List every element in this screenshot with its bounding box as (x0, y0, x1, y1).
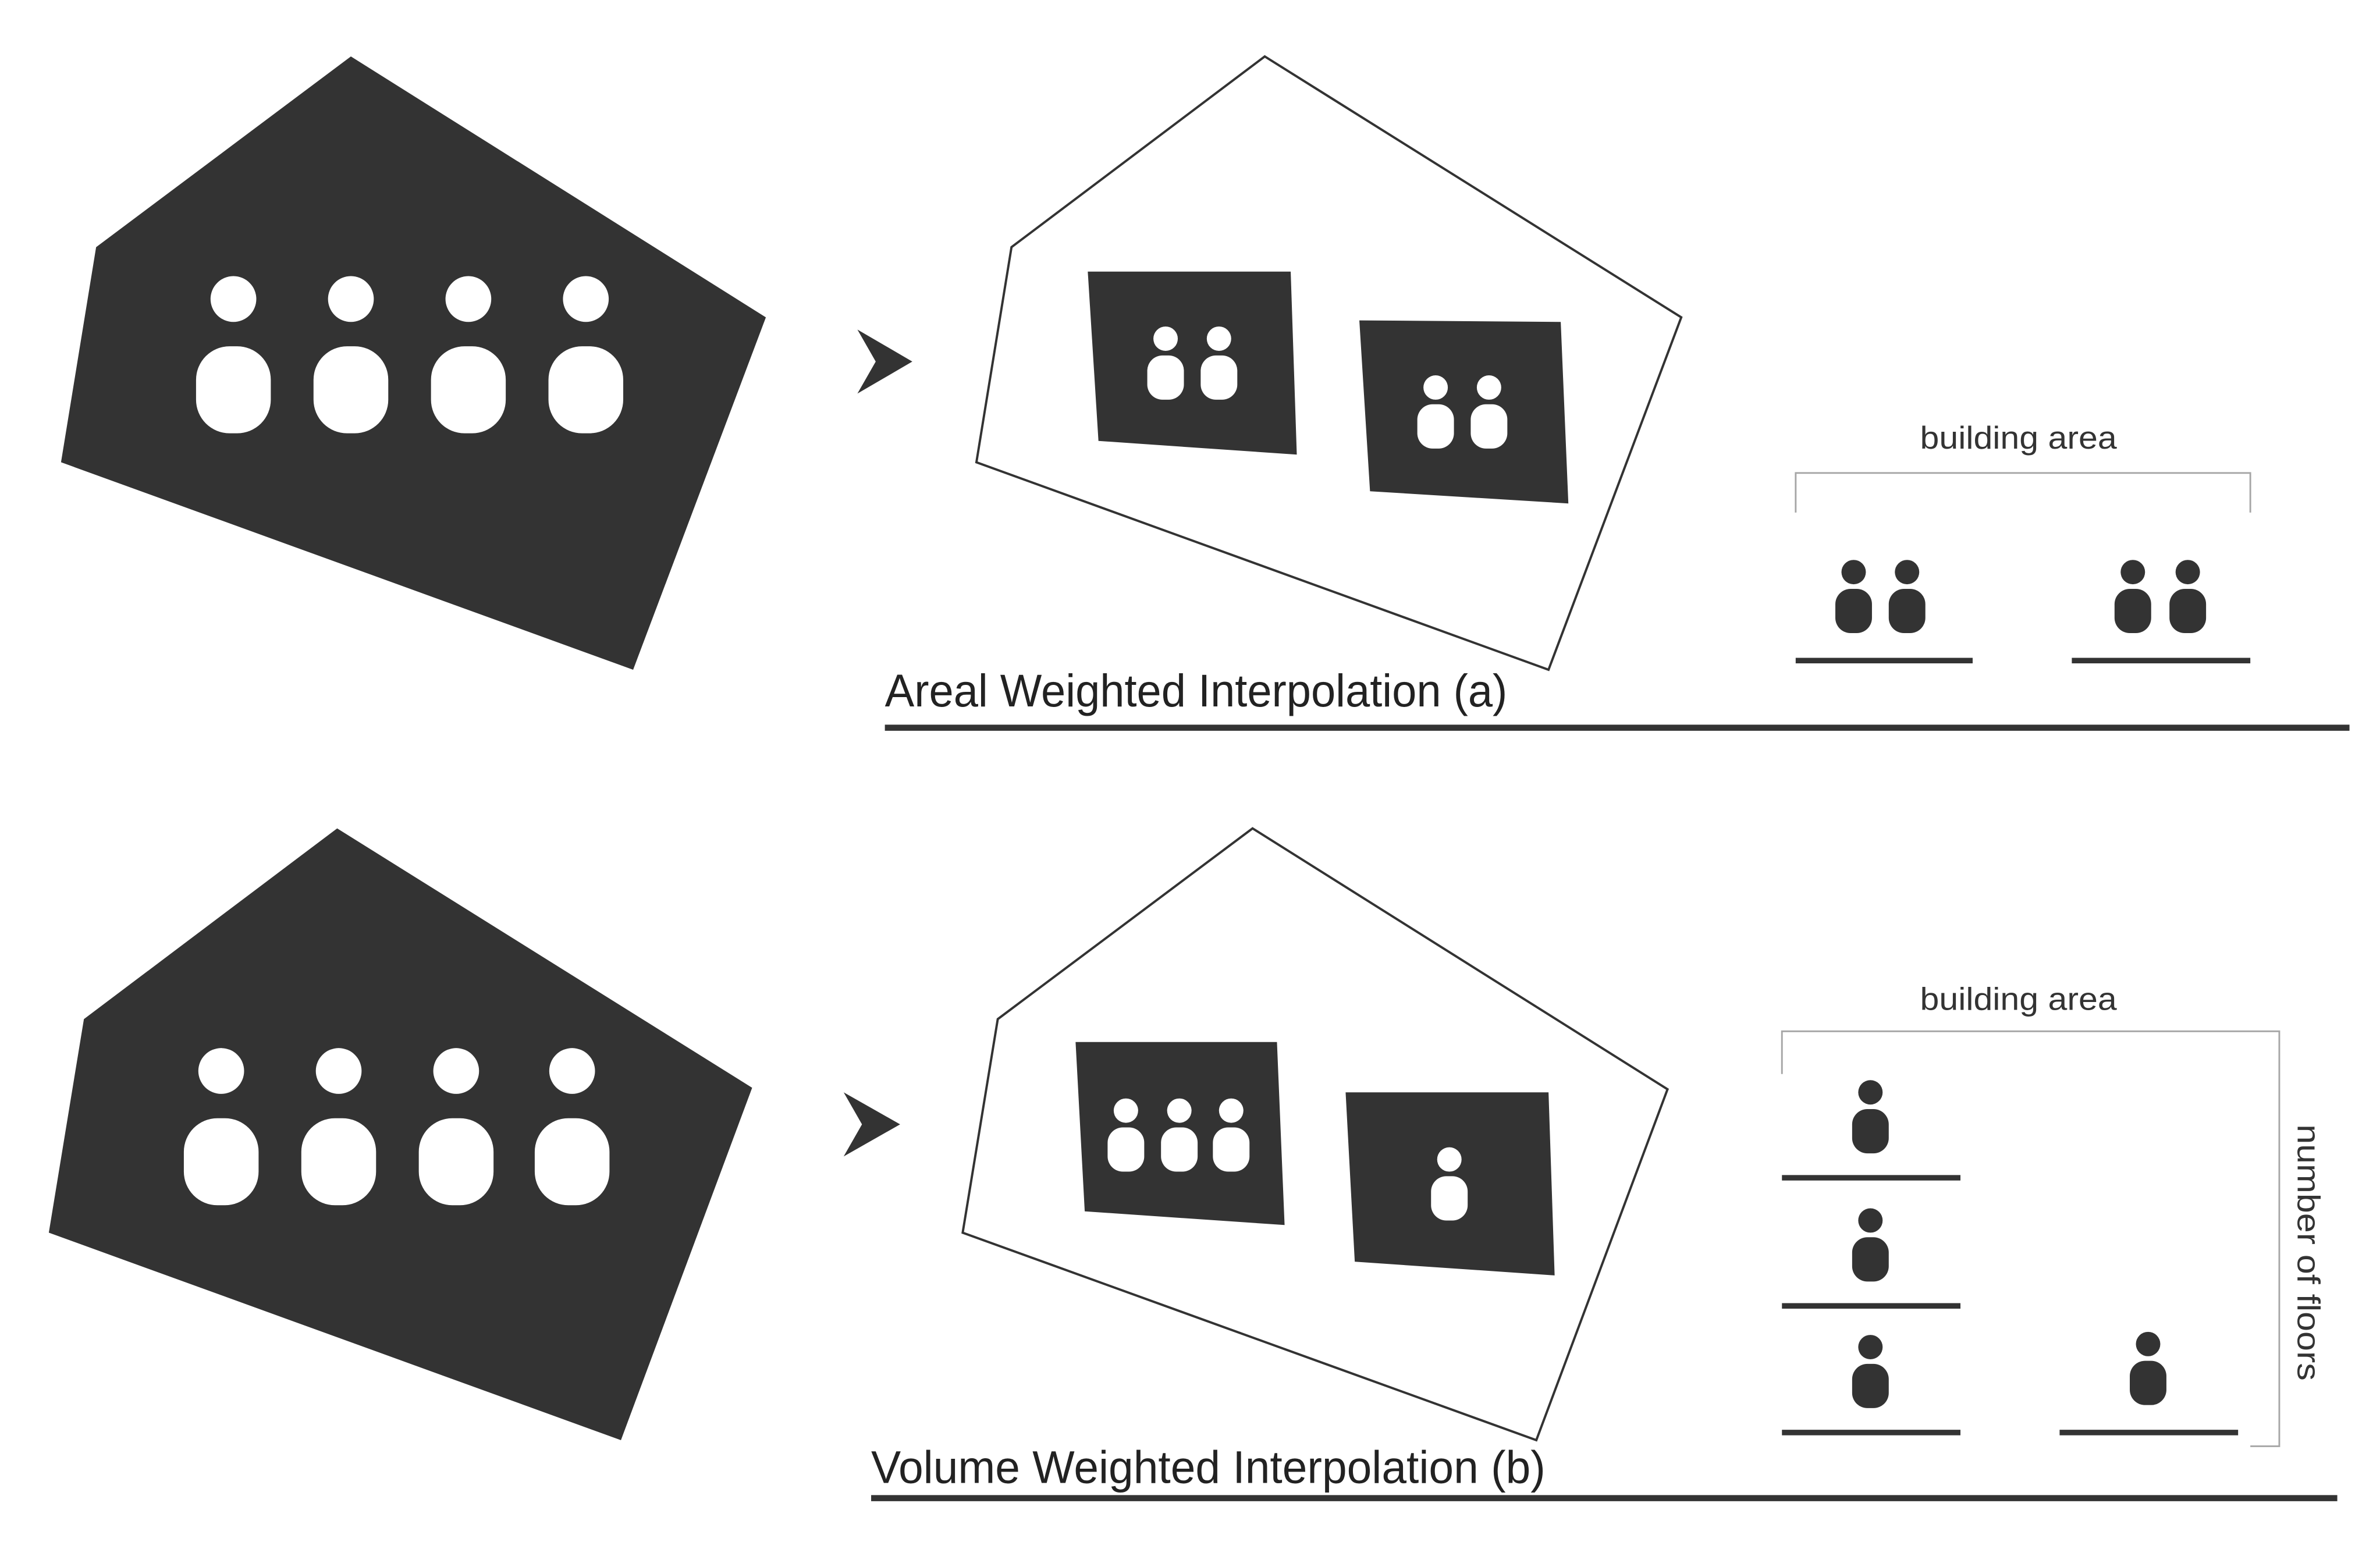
source-zone (61, 56, 766, 670)
building-footprint (1359, 320, 1569, 504)
target-zone-outline (961, 827, 1669, 1442)
building-footprint (1088, 271, 1297, 455)
person-icon (1888, 560, 1926, 634)
building-area-label: building area (1920, 981, 2118, 1017)
building (1075, 1042, 1285, 1225)
building (1088, 271, 1297, 455)
source-zone (48, 828, 752, 1440)
source-zone-polygon (61, 56, 766, 670)
target-zone (975, 55, 1683, 671)
building (1359, 320, 1569, 504)
person-icon (1852, 1335, 1889, 1408)
person-icon (1835, 560, 1872, 634)
panel-title: Volume Weighted Interpolation (b) (871, 1441, 1546, 1493)
building-area-label: building area (1920, 420, 2118, 456)
chevron-right-icon (843, 1092, 900, 1157)
building-volume-bracket (1781, 1030, 2280, 1447)
building-area-bracket (1795, 472, 2251, 513)
number-of-floors-label: number of floors (2290, 1124, 2326, 1380)
chevron-right-icon (857, 329, 912, 394)
panel-title: Areal Weighted Interpolation (a) (885, 665, 1508, 716)
person-icon (1852, 1080, 1889, 1154)
person-icon (2169, 560, 2207, 634)
person-icon (2114, 560, 2151, 634)
building-area-legend: building area (1795, 420, 2251, 663)
source-zone-polygon (48, 828, 752, 1440)
building (1345, 1092, 1555, 1275)
panel-volume: building area number of floors Volume We… (48, 827, 2338, 1501)
target-zone-outline (975, 55, 1683, 671)
building-volume-legend: building area number of floors (1781, 981, 2326, 1447)
person-icon (1852, 1208, 1889, 1282)
panel-areal: building area Areal Weighted Interpolati… (61, 55, 2350, 731)
person-icon (2130, 1331, 2166, 1405)
target-zone (961, 827, 1669, 1442)
